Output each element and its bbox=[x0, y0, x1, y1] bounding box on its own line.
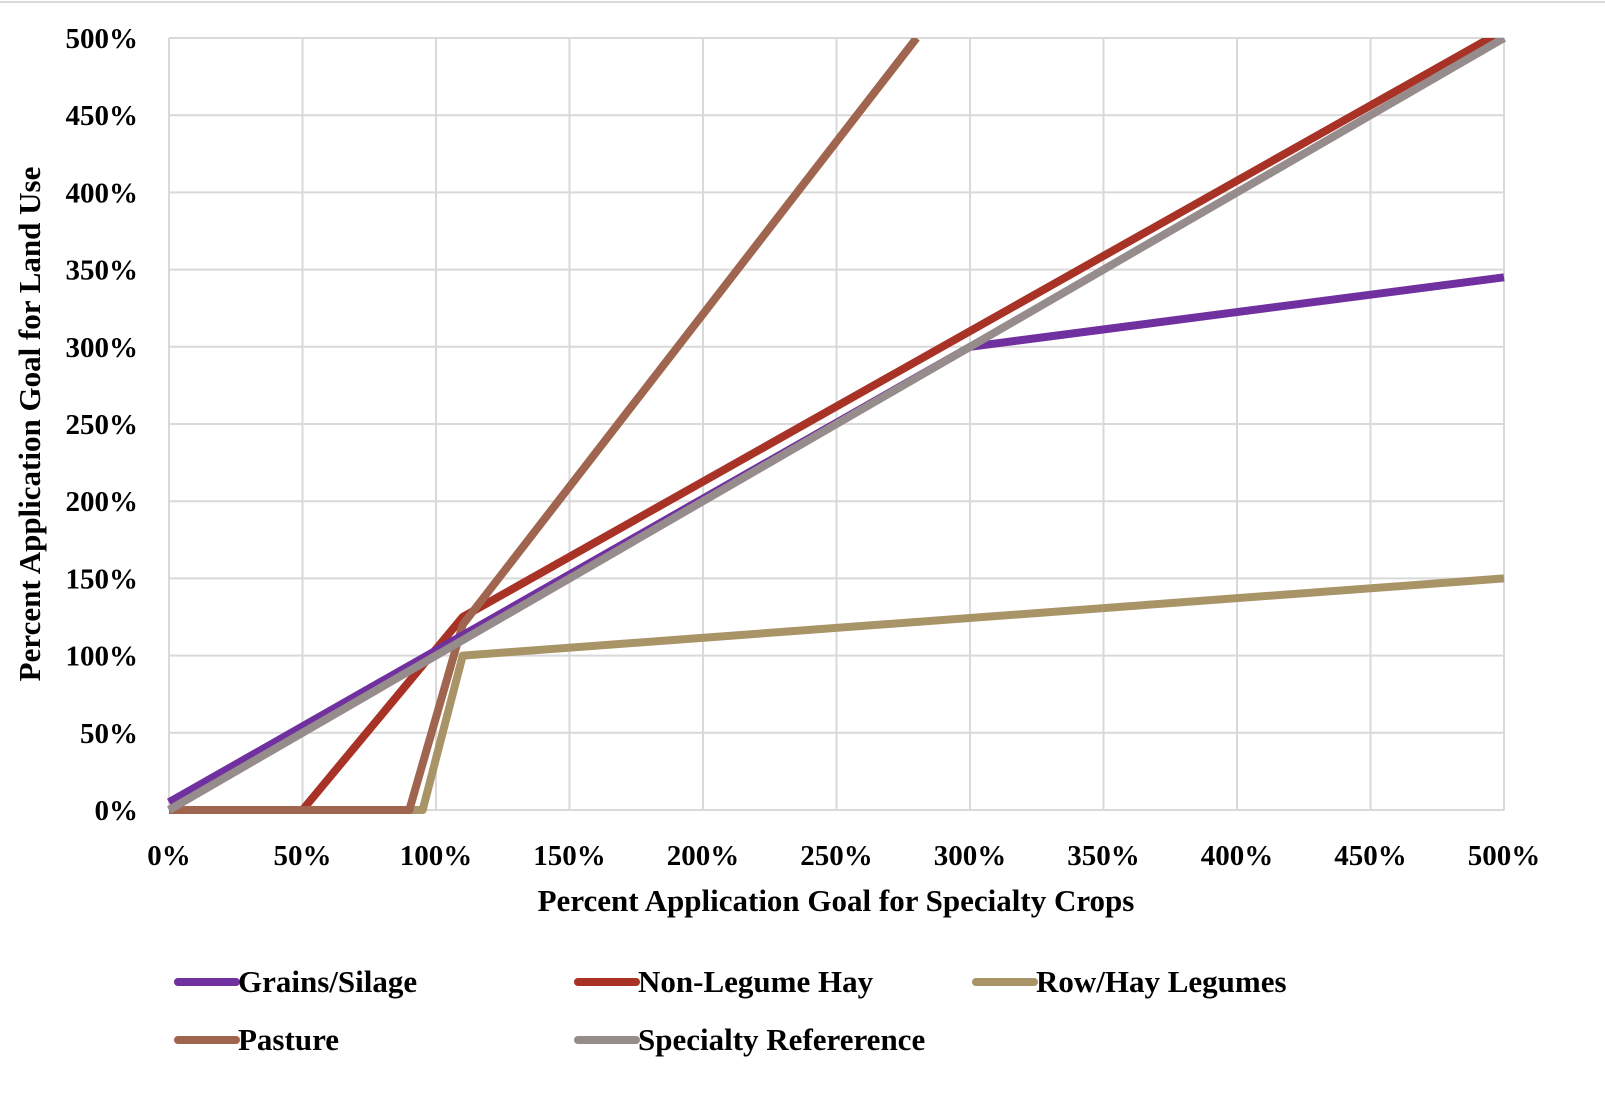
y-tick-label: 200% bbox=[66, 486, 139, 518]
y-axis-ticks: 0% 50% 100% 150% 200% 250% 300% 350% 400% 450% 500… bbox=[66, 23, 139, 827]
legend-item: Grains/Silage bbox=[174, 964, 417, 999]
x-tick-label: 300% bbox=[934, 840, 1007, 872]
x-tick-label: 100% bbox=[400, 840, 473, 872]
x-tick-label: 250% bbox=[800, 840, 873, 872]
legend-item: Pasture bbox=[174, 1022, 339, 1057]
x-tick-label: 150% bbox=[533, 840, 606, 872]
legend-label: Grains/Silage bbox=[238, 964, 417, 999]
y-tick-label: 50% bbox=[80, 718, 138, 750]
y-tick-label: 250% bbox=[66, 409, 139, 441]
x-tick-label: 400% bbox=[1201, 840, 1274, 872]
series-line-specialty-refererence bbox=[166, 38, 1507, 814]
y-tick-label: 100% bbox=[66, 641, 139, 673]
series-line-pasture bbox=[169, 38, 920, 814]
legend-item: Non-Legume Hay bbox=[574, 964, 874, 999]
y-tick-label: 450% bbox=[66, 100, 139, 132]
y-tick-label: 0% bbox=[95, 795, 139, 827]
x-tick-label: 50% bbox=[274, 840, 332, 872]
series-layer bbox=[166, 38, 1507, 814]
x-axis-title: Percent Application Goal for Specialty C… bbox=[538, 883, 1135, 918]
y-tick-label: 350% bbox=[66, 255, 139, 287]
legend-item: Specialty Refererence bbox=[574, 1022, 925, 1057]
y-tick-label: 150% bbox=[66, 563, 139, 595]
y-axis-title: Percent Application Goal for Land Use bbox=[12, 167, 47, 682]
legend-label: Row/Hay Legumes bbox=[1036, 964, 1287, 999]
legend-label: Pasture bbox=[238, 1022, 339, 1057]
y-tick-label: 500% bbox=[66, 23, 139, 55]
x-tick-label: 0% bbox=[147, 840, 191, 872]
x-tick-label: 450% bbox=[1334, 840, 1407, 872]
legend-label: Non-Legume Hay bbox=[638, 964, 874, 999]
x-tick-label: 350% bbox=[1067, 840, 1140, 872]
x-tick-label: 200% bbox=[667, 840, 740, 872]
legend-item: Row/Hay Legumes bbox=[972, 964, 1287, 999]
y-tick-label: 300% bbox=[66, 332, 139, 364]
x-axis-ticks: 0% 50% 100% 150% 200% 250% 300% 350% 400% 450% 500… bbox=[147, 840, 1540, 872]
y-tick-label: 400% bbox=[66, 177, 139, 209]
x-tick-label: 500% bbox=[1468, 840, 1541, 872]
legend-label: Specialty Refererence bbox=[638, 1022, 925, 1057]
legend: Grains/Silage Non-Legume Hay Row/Hay Legum… bbox=[174, 964, 1287, 1057]
